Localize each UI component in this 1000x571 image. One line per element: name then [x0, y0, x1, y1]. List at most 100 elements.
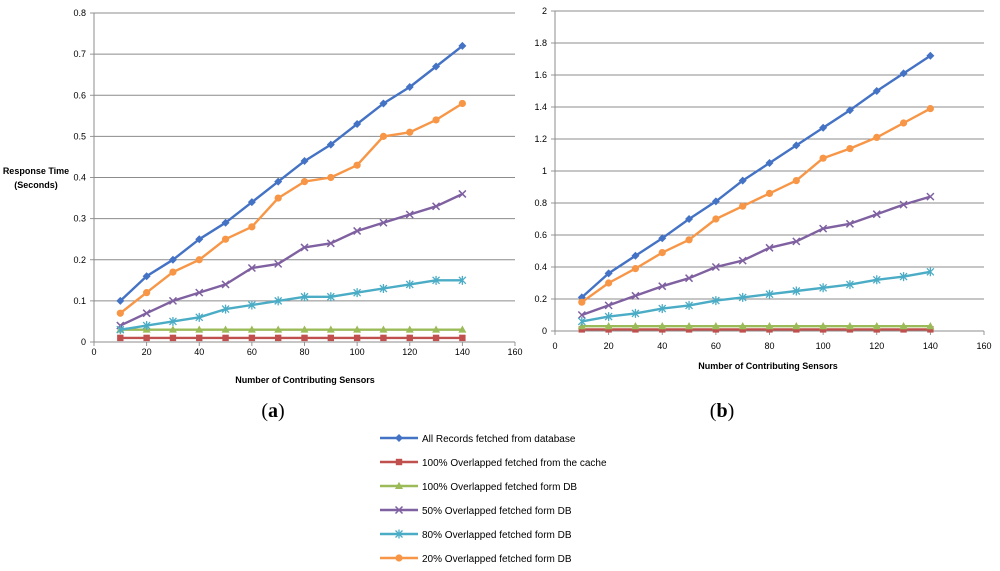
series-2: [578, 326, 934, 333]
data-point: [712, 215, 720, 223]
data-point: [274, 325, 283, 333]
data-point: [222, 334, 229, 342]
y-tick-label: 0.1: [73, 296, 86, 306]
legend-label: 100% Overlapped fetched form DB: [422, 482, 577, 493]
legend-label: 20% Overlapped fetched form DB: [422, 554, 572, 565]
data-point: [196, 334, 203, 342]
data-point: [326, 239, 335, 248]
data-point: [819, 123, 828, 132]
data-point: [685, 326, 693, 333]
data-point: [605, 326, 612, 333]
x-tick-label: 120: [402, 347, 417, 357]
data-point: [116, 296, 125, 305]
data-point: [195, 312, 204, 322]
data-point: [900, 326, 907, 333]
data-point: [899, 322, 908, 330]
legend-entry: 100% Overlapped fetched from the cache: [380, 458, 607, 469]
chart-a-gridlines: [94, 12, 515, 302]
legend-entry: 100% Overlapped fetched form DB: [380, 481, 577, 493]
chart-b-x-axis-title: Number of Contributing Sensors: [698, 361, 838, 371]
data-point: [353, 120, 362, 129]
series-line: [580, 54, 932, 299]
x-tick-label: 100: [816, 341, 831, 351]
data-point: [872, 322, 881, 330]
data-point: [300, 292, 309, 302]
legend-label: 80% Overlapped fetched form DB: [422, 530, 572, 541]
data-point: [353, 334, 361, 342]
data-point: [274, 194, 282, 202]
data-point: [792, 141, 801, 150]
chart-a-x-tick-labels: 0 20 40 60 80 100 120 140 160: [91, 347, 522, 357]
chart-b-panel-label: (b): [710, 400, 734, 422]
legend-marker: [395, 458, 403, 466]
data-point: [899, 119, 908, 127]
x-tick-label: 100: [350, 347, 365, 357]
data-point: [604, 269, 613, 278]
data-point: [405, 83, 414, 92]
legend-marker: [395, 554, 403, 562]
data-point: [247, 263, 256, 273]
data-point: [327, 334, 335, 342]
x-tick-label: 40: [194, 347, 204, 357]
data-point: [926, 105, 934, 113]
series-5: [577, 267, 935, 326]
chart-a-y-axis-title-line1: Response Time: [3, 166, 69, 176]
x-tick-label: 160: [976, 341, 991, 351]
data-point: [819, 326, 827, 333]
data-point: [604, 322, 613, 330]
data-point: [846, 145, 854, 153]
data-point: [685, 300, 694, 310]
data-point: [169, 334, 177, 342]
data-point: [766, 326, 773, 333]
legend-entry: 20% Overlapped fetched form DB: [380, 554, 572, 565]
data-point: [117, 334, 124, 342]
x-tick-label: 140: [923, 341, 938, 351]
data-point: [873, 326, 880, 333]
data-point: [300, 178, 309, 186]
legend-entry: All Records fetched from database: [380, 434, 576, 445]
data-point: [406, 128, 414, 136]
chart-b-x-tick-labels: 0 20 40 60 80 100 120 140 160: [552, 341, 991, 351]
data-point: [577, 310, 586, 320]
chart-a-y-axis-title-line2: (Seconds): [14, 180, 58, 190]
x-tick-label: 120: [869, 341, 884, 351]
data-point: [380, 334, 387, 342]
y-tick-label: 0.8: [73, 8, 86, 18]
data-point: [300, 325, 309, 333]
series-line: [581, 107, 931, 304]
chart-a-panel-label: (a): [261, 400, 284, 422]
series-2: [117, 334, 466, 342]
data-point: [873, 133, 881, 141]
data-point: [845, 106, 854, 115]
data-point: [926, 322, 935, 330]
data-point: [845, 322, 854, 330]
data-point: [459, 334, 466, 342]
data-point: [605, 279, 613, 287]
data-point: [248, 334, 256, 342]
y-tick-label: 0.3: [73, 214, 86, 224]
data-point: [739, 202, 747, 210]
data-point: [221, 218, 230, 227]
data-point: [658, 234, 667, 243]
series-1: [577, 51, 935, 302]
series-line: [581, 195, 931, 317]
data-point: [327, 173, 335, 182]
y-tick-label: 0.2: [73, 255, 86, 265]
data-point: [301, 334, 308, 342]
data-point: [926, 51, 935, 60]
data-point: [793, 326, 800, 333]
chart-a-series: [116, 41, 467, 342]
legend-marker: [394, 505, 404, 515]
data-point: [247, 300, 256, 310]
y-tick-label: 0.6: [73, 90, 86, 100]
chart-b: 0 0.2 0.4 0.6 0.8 1 1.2 1.4 1.6 1.8 2 0 20 40 60 80 100…: [534, 6, 991, 422]
data-point: [685, 215, 694, 223]
y-tick-label: 1.6: [534, 70, 547, 80]
series-line: [119, 102, 464, 315]
data-point: [379, 284, 388, 294]
data-point: [926, 267, 935, 277]
data-point: [142, 309, 151, 318]
data-point: [578, 326, 586, 333]
data-point: [927, 326, 934, 333]
